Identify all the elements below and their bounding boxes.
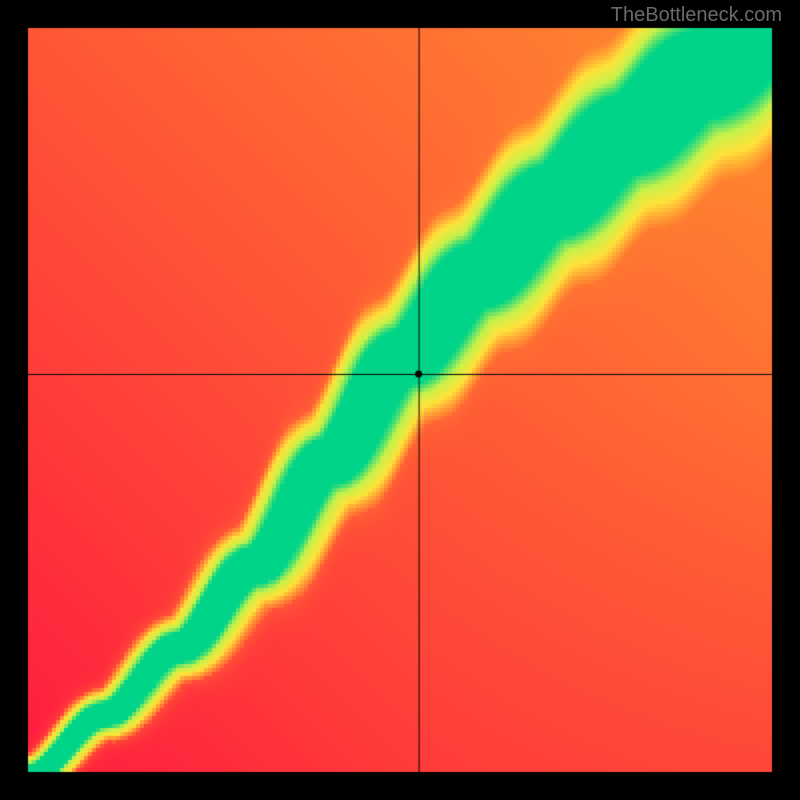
watermark-text: TheBottleneck.com	[611, 4, 782, 27]
bottleneck-heatmap	[0, 0, 800, 800]
